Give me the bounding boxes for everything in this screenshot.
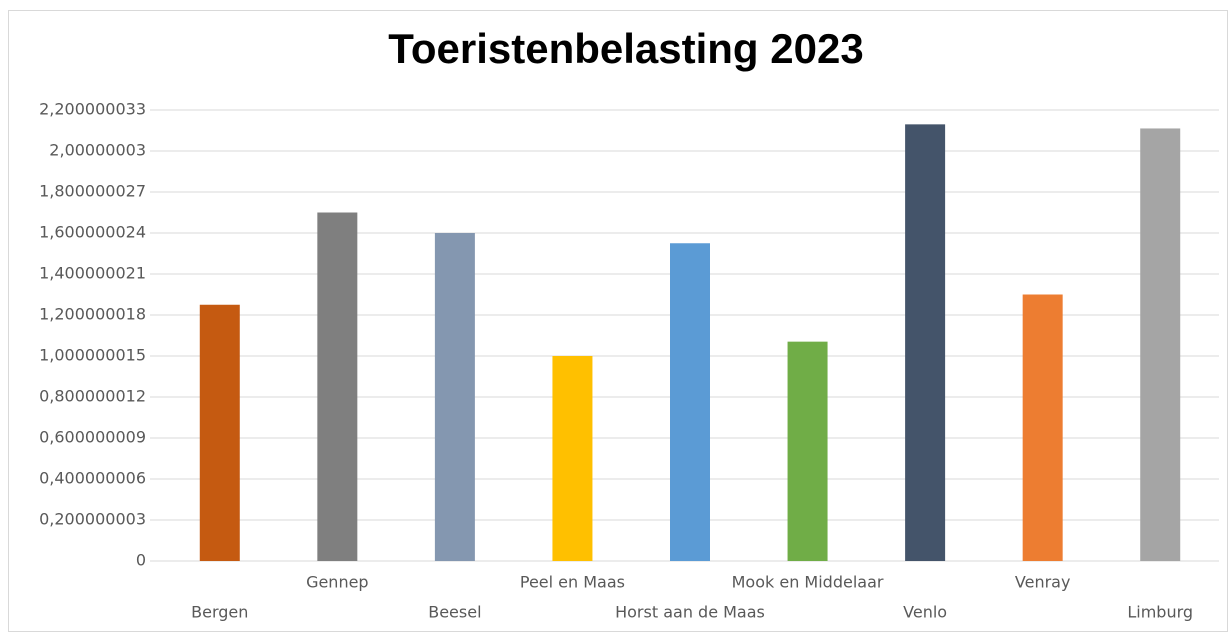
y-tick-label: 2,00000003 xyxy=(49,141,146,160)
x-tick-label: Beesel xyxy=(428,603,481,622)
y-tick-label: 0,200000003 xyxy=(39,510,146,529)
bar xyxy=(905,124,946,561)
bar xyxy=(199,304,240,561)
x-tick-label: Horst aan de Maas xyxy=(615,603,765,622)
bar xyxy=(1022,294,1063,561)
x-tick-label: Mook en Middelaar xyxy=(732,573,884,592)
bar xyxy=(787,341,828,561)
bar xyxy=(552,356,593,561)
y-tick-label: 0,800000012 xyxy=(39,387,146,406)
chart-title: Toeristenbelasting 2023 xyxy=(388,25,863,72)
y-tick-label: 1,800000027 xyxy=(39,182,146,201)
y-tick-label: 0,400000006 xyxy=(39,469,146,488)
bar xyxy=(670,243,710,561)
x-tick-label: Venray xyxy=(1015,573,1071,592)
x-tick-label: Peel en Maas xyxy=(520,573,625,592)
y-tick-label: 1,400000021 xyxy=(39,264,146,283)
y-tick-label: 1,600000024 xyxy=(39,223,146,242)
x-tick-label: Gennep xyxy=(306,573,369,592)
x-tick-label: Bergen xyxy=(191,603,248,622)
y-tick-label: 1,000000015 xyxy=(39,346,146,365)
bar xyxy=(434,233,475,561)
y-tick-label: 0 xyxy=(136,551,146,570)
y-tick-label: 0,600000009 xyxy=(39,428,146,447)
x-tick-label: Venlo xyxy=(903,603,947,622)
bar xyxy=(317,212,358,561)
y-tick-label: 1,200000018 xyxy=(39,305,146,324)
y-tick-label: 2,200000033 xyxy=(39,100,146,119)
x-tick-label: Limburg xyxy=(1127,603,1193,622)
bar xyxy=(1140,128,1181,561)
